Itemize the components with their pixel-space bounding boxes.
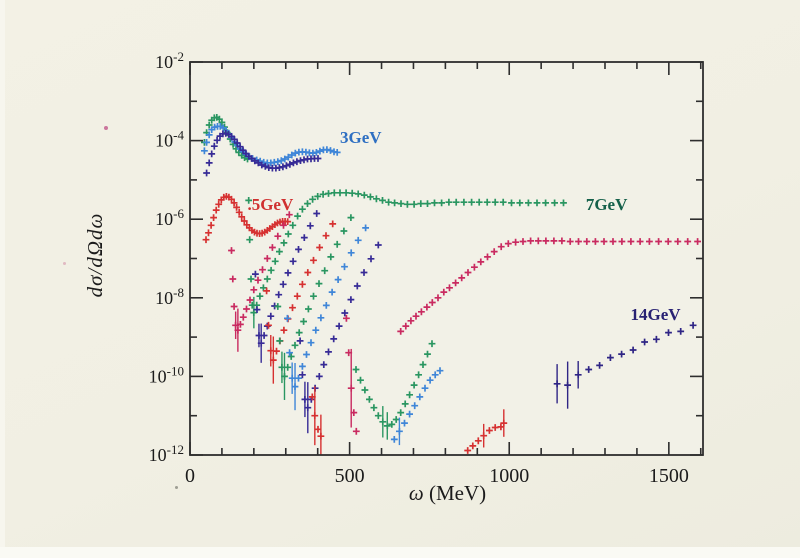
scan-speck (175, 486, 178, 489)
annotation-14GeV: 14GeV (631, 305, 682, 324)
y-tick-label: 10-2 (155, 49, 184, 72)
series-crimson-high-spectrum (343, 237, 701, 435)
x-tick-label: 500 (335, 465, 365, 487)
series-14gev-spectrum (553, 321, 697, 409)
x-tick-labels: 0 500 1000 1500 (185, 465, 689, 487)
markers (203, 129, 322, 177)
scan-edge-bottom (0, 547, 800, 558)
series-tail-green-7 (352, 340, 436, 440)
scan-speck (63, 262, 66, 265)
series-tail-navy-2 (252, 210, 321, 363)
x-tick-label: 0 (185, 465, 195, 487)
y-tick-label: 10-8 (155, 285, 184, 308)
annotation-5GeV: .5GeV (247, 195, 294, 214)
data-series-group (201, 114, 701, 455)
series-0.5gev-spectrum (202, 193, 292, 244)
x-axis-title: ω (MeV) (409, 481, 486, 505)
series-tail-crimson-1 (228, 211, 293, 352)
axis-ticks (189, 61, 703, 456)
series-tail-blue-5 (284, 224, 369, 411)
series-dip-red-low (308, 386, 325, 455)
series-tail-green-4 (274, 214, 355, 400)
x-tick-label: 1000 (489, 465, 529, 487)
annotation-3GeV: 3GeV (340, 128, 382, 147)
series-navy-peak (203, 129, 322, 177)
x-tick-label: 1500 (649, 465, 689, 487)
series-tail-blue-8 (390, 367, 444, 446)
scan-edge-left (0, 0, 5, 558)
scan-speck (104, 126, 108, 130)
y-tick-labels: 10-2 10-4 10-6 10-8 10-10 10-12 (149, 49, 185, 465)
y-tick-label: 10-10 (149, 363, 184, 386)
markers (343, 237, 701, 435)
y-axis-title: dσ/dΩdω (82, 212, 107, 298)
series-red-low-tail (464, 409, 508, 454)
y-tick-label: 10-6 (155, 206, 184, 229)
markers (202, 193, 292, 244)
annotation-7GeV: 7GeV (586, 195, 628, 214)
y-tick-label: 10-12 (149, 442, 184, 465)
y-tick-label: 10-4 (155, 128, 184, 151)
